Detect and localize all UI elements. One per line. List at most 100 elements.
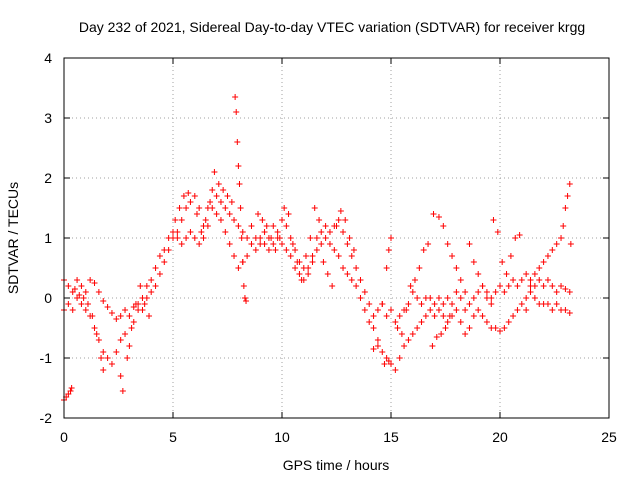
- data-point: [239, 229, 246, 235]
- data-point: [87, 277, 94, 283]
- data-point: [226, 211, 233, 217]
- data-point: [241, 295, 248, 301]
- data-point: [544, 301, 551, 307]
- data-point: [396, 355, 403, 361]
- data-point: [540, 259, 547, 265]
- data-point: [132, 301, 139, 307]
- data-point: [238, 235, 245, 241]
- data-point: [494, 229, 501, 235]
- data-point: [100, 367, 107, 373]
- data-point: [183, 205, 190, 211]
- data-marks: [61, 94, 574, 403]
- data-point: [370, 325, 377, 331]
- data-point: [344, 271, 351, 277]
- x-tick-labels: 0 5 10 15 20 25: [60, 429, 617, 445]
- data-point: [518, 301, 525, 307]
- data-point: [244, 253, 251, 259]
- data-point: [453, 265, 460, 271]
- data-point: [392, 367, 399, 373]
- data-point: [259, 217, 266, 223]
- data-point: [292, 265, 299, 271]
- data-point: [342, 217, 349, 223]
- data-point: [490, 217, 497, 223]
- axis-ticks: [63, 57, 610, 419]
- data-point: [488, 301, 495, 307]
- data-point: [553, 241, 560, 247]
- data-point: [124, 355, 131, 361]
- data-point: [322, 235, 329, 241]
- data-point: [492, 289, 499, 295]
- data-point: [231, 253, 238, 259]
- data-point: [418, 301, 425, 307]
- data-point: [405, 337, 412, 343]
- y-tick-label: -1: [40, 350, 53, 366]
- data-point: [313, 247, 320, 253]
- data-point: [536, 265, 543, 271]
- data-point: [76, 292, 83, 298]
- data-point: [126, 343, 133, 349]
- data-point: [562, 205, 569, 211]
- data-point: [128, 325, 135, 331]
- data-point: [220, 187, 227, 193]
- data-point: [435, 214, 442, 220]
- data-point: [414, 325, 421, 331]
- data-point: [374, 307, 381, 313]
- data-point: [411, 277, 418, 283]
- data-point: [141, 301, 148, 307]
- data-point: [263, 223, 270, 229]
- data-point: [379, 301, 386, 307]
- data-point: [466, 241, 473, 247]
- data-point: [307, 235, 314, 241]
- data-point: [100, 298, 107, 304]
- data-point: [453, 289, 460, 295]
- series-trace-c: [61, 94, 574, 403]
- data-point: [457, 319, 464, 325]
- data-point: [252, 247, 259, 253]
- data-point: [148, 289, 155, 295]
- data-point: [228, 199, 235, 205]
- data-point: [65, 301, 72, 307]
- y-tick-label: 3: [44, 110, 52, 126]
- data-point: [198, 229, 205, 235]
- data-point: [243, 298, 250, 304]
- data-point: [261, 241, 268, 247]
- data-point: [470, 295, 477, 301]
- data-point: [483, 319, 490, 325]
- data-point: [298, 277, 305, 283]
- data-point: [440, 223, 447, 229]
- data-point: [405, 301, 412, 307]
- data-point: [536, 277, 543, 283]
- data-point: [429, 343, 436, 349]
- data-point: [444, 241, 451, 247]
- data-point: [222, 229, 229, 235]
- data-point: [457, 295, 464, 301]
- data-point: [222, 205, 229, 211]
- data-point: [156, 253, 163, 259]
- data-point: [161, 247, 168, 253]
- data-point: [514, 283, 521, 289]
- data-point: [152, 283, 159, 289]
- data-point: [69, 307, 76, 313]
- data-point: [357, 277, 364, 283]
- data-point: [558, 235, 565, 241]
- data-point: [209, 205, 216, 211]
- data-point: [172, 217, 179, 223]
- data-point: [305, 265, 312, 271]
- data-point: [78, 283, 85, 289]
- data-point: [122, 307, 129, 313]
- data-point: [401, 343, 408, 349]
- data-point: [392, 319, 399, 325]
- data-point: [78, 301, 85, 307]
- data-point: [344, 241, 351, 247]
- data-point: [346, 235, 353, 241]
- data-point: [427, 307, 434, 313]
- data-point: [483, 289, 490, 295]
- data-point: [562, 307, 569, 313]
- data-point: [523, 271, 530, 277]
- x-tick-label: 25: [601, 429, 617, 445]
- data-point: [340, 229, 347, 235]
- data-point: [407, 283, 414, 289]
- data-point: [235, 223, 242, 229]
- data-point: [431, 301, 438, 307]
